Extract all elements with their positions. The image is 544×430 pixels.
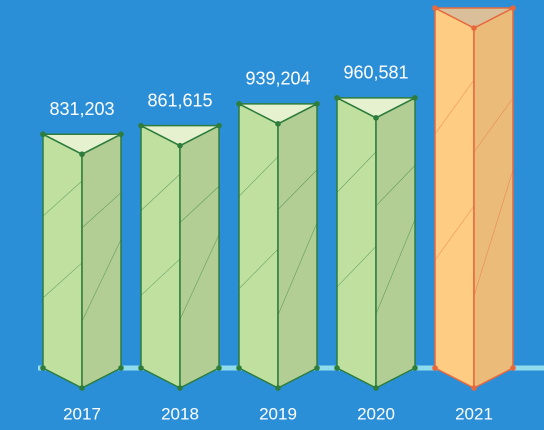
facet-line [336,151,377,193]
prism-left-face [434,7,475,389]
vertex-dot [275,385,281,391]
value-label: 960,581 [343,63,408,83]
vertex-dot [138,365,144,371]
prism-right-face [277,103,318,389]
vertex-dot [177,385,183,391]
vertex-dot [118,131,124,138]
vertex-dot [216,365,222,371]
prism-top [238,103,318,125]
facet-line [375,219,416,315]
vertex-dot [138,122,144,129]
prism-left-face [336,97,377,389]
vertex-dot [471,25,477,31]
facet-line [434,205,475,261]
vertex-dot [177,142,183,149]
prism-top [42,133,122,155]
vertex-dot [40,365,46,371]
facet-line [277,169,318,210]
x-tick-label: 2018 [161,404,199,423]
x-tick-label: 2021 [455,404,493,423]
vertex-dot [510,365,516,371]
vertex-dot [216,122,222,129]
prism-bar [432,5,516,391]
vertex-dot [373,115,379,121]
vertex-dot [118,365,124,371]
facet-line [238,248,279,289]
prism-bar [334,95,418,391]
facet-line [336,246,377,288]
vertex-dot [79,385,85,391]
vertex-dot [334,365,340,371]
prism-right-face [473,7,514,389]
facet-line [473,169,514,297]
facet-line [140,173,181,211]
prism-right-face [81,133,122,389]
vertex-dot [471,385,477,391]
prism-bar [40,131,124,391]
vertex-dot [373,385,379,391]
vertex-dot [314,365,320,371]
facet-line [375,165,416,207]
value-label: 831,203 [49,99,114,119]
prism-right-face [179,124,220,389]
vertex-dot [510,5,516,11]
prism-top [140,124,220,147]
vertex-dot [334,95,340,101]
prism-top [336,97,416,119]
prism-top [434,7,514,29]
facet-line [42,180,83,217]
prism-left-face [42,133,83,389]
vertex-dot [412,95,418,101]
x-tick-label: 2020 [357,404,395,423]
facet-line [179,186,220,223]
facet-line [238,156,279,197]
facet-line [473,97,514,153]
prism-right-face [375,97,416,389]
prism-left-face [140,124,181,389]
x-tick-label: 2017 [63,404,101,423]
vertex-dot [236,101,242,107]
value-label: 939,204 [245,69,310,89]
x-tick-label: 2019 [259,404,297,423]
facet-line [434,79,475,135]
vertex-dot [314,101,320,107]
vertex-dot [432,5,438,11]
facet-line [42,262,83,299]
prism-bar [138,122,222,391]
prism-bar [236,101,320,391]
facet-line [277,222,318,316]
vertex-dot [275,121,281,127]
facet-line [81,192,122,228]
vertex-dot [412,365,418,371]
vertex-dot [236,365,242,371]
vertex-dot [432,365,438,371]
prism-left-face [238,103,279,389]
facet-line [81,239,122,322]
facet-line [179,234,220,320]
value-label: 861,615 [147,90,212,110]
vertex-dot [79,151,85,158]
vertex-dot [40,131,46,138]
facet-line [140,258,181,296]
